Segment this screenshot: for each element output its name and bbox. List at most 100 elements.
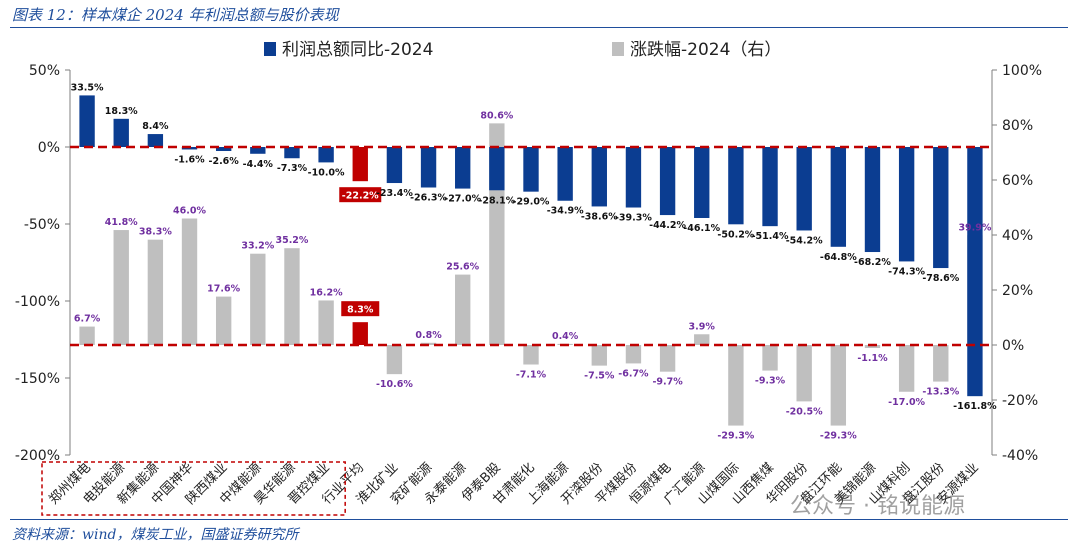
price-change-bar	[455, 274, 471, 345]
right-tick-label: 60%	[1002, 173, 1033, 189]
price-change-label: 41.8%	[105, 217, 138, 228]
price-change-label: -9.7%	[652, 377, 683, 388]
profit-yoy-bar	[557, 147, 573, 201]
profit-yoy-bar	[250, 147, 266, 154]
price-change-bar	[728, 345, 744, 426]
profit-yoy-bar	[284, 147, 300, 159]
profit-yoy-bar	[318, 147, 334, 163]
profit-label-box	[339, 187, 382, 203]
legend-swatch-profit	[264, 42, 276, 56]
price-change-label: -29.3%	[820, 431, 857, 442]
price-change-bar	[215, 296, 232, 345]
left-tick-label: -150%	[15, 371, 60, 387]
price-change-bar	[284, 248, 300, 345]
profit-yoy-label: -39.3%	[615, 213, 652, 224]
price-change-bar	[796, 345, 812, 402]
source-note: 资料来源：wind，煤炭工业，国盛证券研究所	[12, 527, 299, 543]
profit-yoy-bar	[523, 147, 539, 192]
price-change-label: 3.9%	[689, 321, 716, 332]
profit-yoy-bar	[489, 147, 505, 191]
right-tick-label: 20%	[1002, 283, 1033, 299]
price-change-bar	[79, 326, 95, 345]
price-change-label: 25.6%	[446, 262, 479, 273]
profit-yoy-label: -7.3%	[277, 163, 308, 174]
legend-swatch-price	[612, 42, 624, 56]
profit-yoy-label: 18.3%	[105, 106, 138, 117]
right-tick-label: -20%	[1002, 393, 1038, 409]
price-change-label: 39.9%	[958, 222, 991, 233]
price-change-bar	[864, 345, 881, 349]
profit-yoy-label: -23.4%	[376, 188, 413, 199]
right-tick-label: -40%	[1002, 448, 1038, 464]
profit-yoy-bar	[625, 147, 642, 208]
bar-chart: 50% 0% -50% -100% -150% -200% 100% 80% 60% 40% 20%…	[15, 40, 1042, 516]
profit-yoy-label: -10.0%	[308, 167, 345, 178]
profit-yoy-bar	[215, 147, 232, 152]
price-change-label: -17.0%	[888, 397, 925, 408]
profit-yoy-label: -28.1%	[478, 195, 515, 206]
price-change-label: -1.1%	[857, 353, 888, 364]
profit-yoy-label: -74.3%	[888, 266, 925, 277]
profit-yoy-label: -78.6%	[922, 273, 959, 284]
right-tick-label: 40%	[1002, 228, 1033, 244]
profit-yoy-bar	[967, 147, 983, 397]
profit-yoy-label: -26.3%	[410, 193, 447, 204]
profit-yoy-bar	[796, 147, 812, 231]
source-divider	[10, 519, 1068, 520]
price-change-label: 33.2%	[241, 241, 274, 252]
price-change-bar	[386, 345, 403, 375]
price-change-bar	[762, 345, 778, 371]
profit-yoy-bar	[455, 147, 471, 189]
price-change-bar	[933, 345, 949, 382]
profit-yoy-label: -29.0%	[513, 197, 550, 208]
profit-yoy-bar	[933, 147, 949, 269]
profit-yoy-label: -38.6%	[581, 211, 618, 222]
price-change-label: -9.3%	[755, 376, 786, 387]
profit-yoy-bar	[830, 147, 847, 247]
price-change-label: 0.4%	[552, 331, 579, 342]
profit-yoy-label: -4.4%	[243, 159, 274, 170]
price-change-label: -13.3%	[922, 387, 959, 398]
profit-yoy-bar	[79, 95, 95, 147]
price-change-label: -7.1%	[516, 370, 547, 381]
price-change-bar	[318, 300, 334, 345]
profit-yoy-bar	[694, 147, 710, 218]
price-change-label: 16.2%	[310, 287, 343, 298]
profit-yoy-bar	[147, 134, 164, 147]
price-change-bar	[181, 218, 198, 345]
price-change-bar	[523, 345, 539, 365]
profit-yoy-bar	[762, 147, 778, 227]
profit-yoy-label: -34.9%	[547, 206, 584, 217]
left-tick-label: -50%	[24, 217, 60, 233]
profit-yoy-label: -22.2%	[342, 191, 379, 202]
figure-title: 图表 12：样本煤企 2024 年利润总额与股价表现	[12, 6, 339, 24]
price-change-bar	[625, 345, 642, 364]
profit-yoy-bar	[864, 147, 881, 253]
left-tick-label: -100%	[15, 294, 60, 310]
profit-yoy-bar	[113, 118, 129, 147]
price-change-bar	[694, 334, 710, 345]
profit-yoy-label: -50.2%	[717, 229, 754, 240]
profit-yoy-bar	[591, 147, 607, 207]
price-label-box	[341, 301, 380, 317]
profit-yoy-label: -27.0%	[444, 194, 481, 205]
profit-yoy-bar	[659, 147, 676, 216]
profit-yoy-bar	[386, 147, 403, 184]
price-change-bar	[113, 230, 129, 345]
price-change-label: 35.2%	[275, 235, 308, 246]
price-change-label: 0.8%	[415, 330, 442, 341]
profit-yoy-bar	[352, 147, 368, 182]
profit-yoy-bar	[420, 147, 437, 188]
profit-yoy-label: -44.2%	[649, 220, 686, 231]
price-change-label: -6.7%	[618, 368, 649, 379]
watermark: 公众号 · 铭说能源	[790, 494, 965, 519]
price-change-label: -7.5%	[584, 371, 615, 382]
price-change-label: -10.6%	[376, 379, 413, 390]
profit-yoy-bar	[898, 147, 915, 262]
profit-yoy-label: -46.1%	[683, 223, 720, 234]
profit-yoy-bar	[728, 147, 744, 225]
price-change-bar	[659, 345, 676, 372]
profit-yoy-label: -1.6%	[174, 154, 205, 165]
price-change-bar	[591, 345, 607, 366]
profit-yoy-label: -161.8%	[953, 401, 997, 412]
